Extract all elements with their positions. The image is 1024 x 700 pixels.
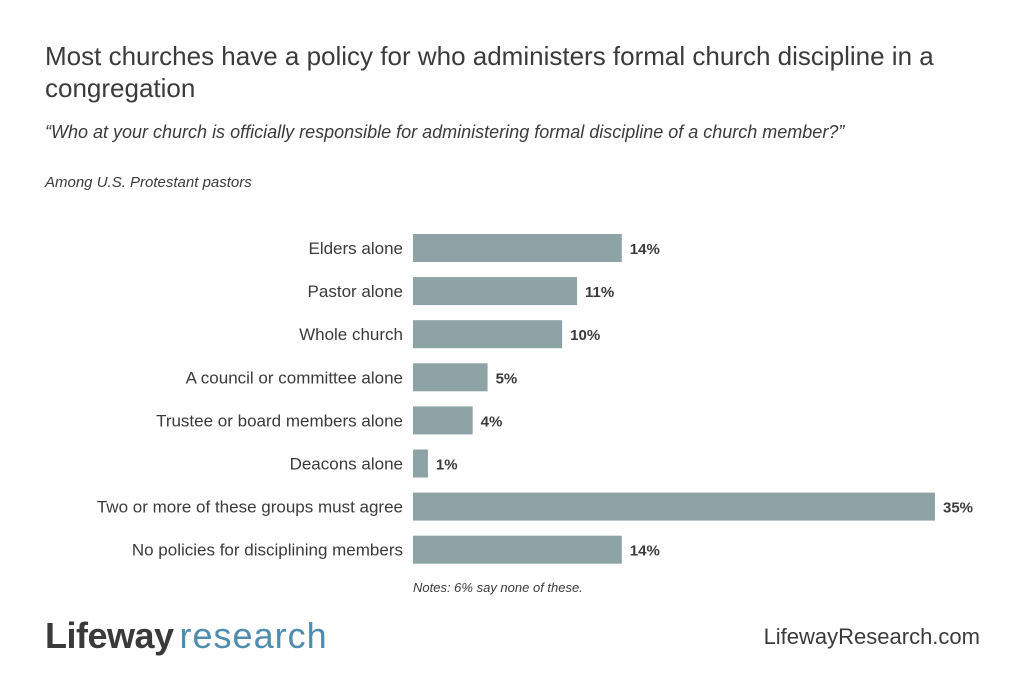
value-label-7: 14%	[630, 543, 660, 560]
website-url[interactable]: LifewayResearch.com	[763, 624, 980, 649]
bar-2	[413, 320, 563, 349]
category-label-0: Elders alone	[308, 239, 403, 258]
value-label-3: 5%	[496, 370, 518, 387]
chart-subtitle: Among U.S. Protestant pastors	[45, 174, 252, 191]
bar-6	[413, 492, 935, 521]
category-label-2: Whole church	[299, 325, 403, 344]
value-label-4: 4%	[481, 413, 503, 430]
bar-7	[413, 535, 622, 564]
value-label-0: 14%	[630, 241, 660, 258]
lifeway-research-logo: Lifeway research	[45, 614, 328, 658]
bar-0	[413, 234, 622, 262]
bar-1	[413, 277, 578, 306]
chart-note: Notes: 6% say none of these.	[413, 580, 583, 595]
value-label-2: 10%	[570, 327, 600, 344]
value-label-1: 11%	[585, 284, 614, 301]
logo-word-research: research	[179, 615, 328, 656]
category-label-4: Trustee or board members alone	[156, 411, 403, 430]
bar-4	[413, 406, 473, 435]
logo-word-lifeway: Lifeway	[45, 615, 174, 656]
category-label-3: A council or committee alone	[186, 368, 403, 387]
category-label-6: Two or more of these groups must agree	[97, 498, 403, 517]
category-label-7: No policies for disciplining members	[132, 541, 403, 560]
bar-5	[413, 449, 428, 478]
survey-question: “Who at your church is officially respon…	[45, 122, 845, 142]
category-label-1: Pastor alone	[308, 282, 403, 301]
value-label-5: 1%	[436, 457, 458, 474]
bar-3	[413, 363, 488, 392]
value-label-6: 35%	[943, 500, 973, 517]
chart-title: Most churches have a policy for who admi…	[45, 41, 934, 103]
category-label-5: Deacons alone	[290, 455, 403, 474]
